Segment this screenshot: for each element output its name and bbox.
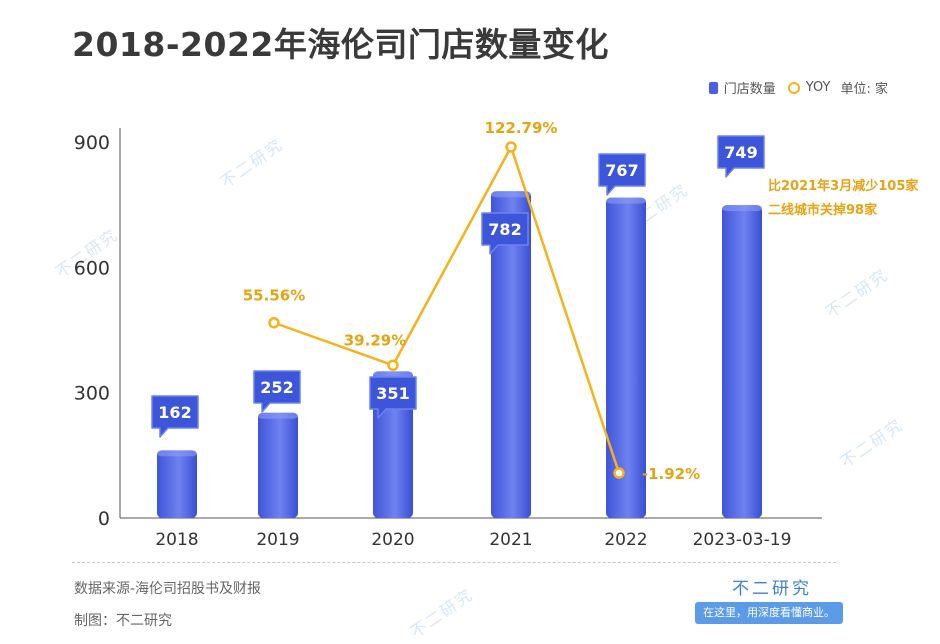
y-tick-label: 900	[74, 132, 110, 154]
bar-legend-swatch	[708, 81, 718, 94]
bar-cap	[606, 197, 646, 204]
annotation-note: 比2021年3月减少105家	[768, 178, 919, 194]
chart-maker: 制图：不二研究	[74, 613, 172, 629]
yoy-value-label: 39.29%	[344, 331, 406, 349]
bar-value-label: 767	[605, 161, 638, 180]
legend: 门店数量 YOY 单位: 家	[708, 78, 888, 97]
footer-divider	[72, 562, 836, 563]
x-tick-label: 2018	[155, 530, 198, 550]
yoy-point	[387, 359, 399, 372]
value-callout	[598, 153, 646, 196]
value-callout	[369, 376, 417, 419]
yoy-point	[505, 141, 517, 153]
bar	[606, 197, 646, 518]
yoy-point	[613, 467, 625, 479]
chart-canvas: 0 300 600 900 2018 2019 2020 2021 2022 2023-03-19…	[74, 119, 920, 550]
brand-name: 不二研究	[732, 579, 812, 599]
unit-label: 单位: 家	[840, 82, 888, 97]
brand-slogan: 在这里，用深度看懂商业。	[695, 602, 843, 624]
x-tick-label: 2021	[489, 530, 532, 550]
bar-value-label: 252	[260, 378, 293, 397]
bar-value-label: 162	[158, 403, 191, 422]
bar-legend-label: 门店数量	[723, 82, 776, 97]
value-callout	[717, 135, 765, 178]
y-tick-label: 0	[98, 508, 110, 530]
line-legend-label: YOY	[805, 80, 831, 95]
x-tick-label: 2023-03-19	[693, 530, 792, 550]
yoy-value-label: 55.56%	[243, 287, 305, 305]
x-tick-label: 2020	[371, 530, 414, 550]
annotation-note: 二线城市关掉98家	[768, 202, 878, 218]
y-tick-label: 300	[74, 383, 110, 405]
data-source: 数据来源-海伦司招股书及财报	[74, 581, 262, 597]
yoy-value-label: 122.79%	[485, 119, 558, 137]
chart-title: 2018-2022年海伦司门店数量变化	[72, 25, 609, 64]
yoy-value-label: -1.92%	[642, 465, 700, 483]
bar	[258, 412, 298, 518]
bar	[722, 205, 762, 518]
value-callout	[481, 212, 529, 255]
yoy-point	[268, 316, 280, 329]
yoy-line	[273, 145, 621, 474]
bar-cap	[722, 205, 762, 212]
x-tick-label: 2022	[604, 530, 647, 550]
bar-value-label: 351	[376, 384, 409, 403]
bar-cap	[373, 371, 413, 378]
y-tick-label: 600	[74, 257, 110, 279]
bar-cap	[258, 412, 298, 419]
value-callout	[151, 395, 199, 438]
bar-cap	[491, 191, 531, 198]
bar-value-label: 782	[488, 220, 521, 239]
bar	[157, 450, 197, 518]
bar-value-label: 749	[724, 143, 757, 162]
x-tick-label: 2019	[256, 530, 299, 550]
value-callout	[253, 370, 301, 413]
watermark: 不二研究	[406, 584, 477, 642]
line-legend-swatch	[787, 81, 800, 94]
bar-cap	[157, 450, 197, 457]
bar	[491, 191, 531, 518]
